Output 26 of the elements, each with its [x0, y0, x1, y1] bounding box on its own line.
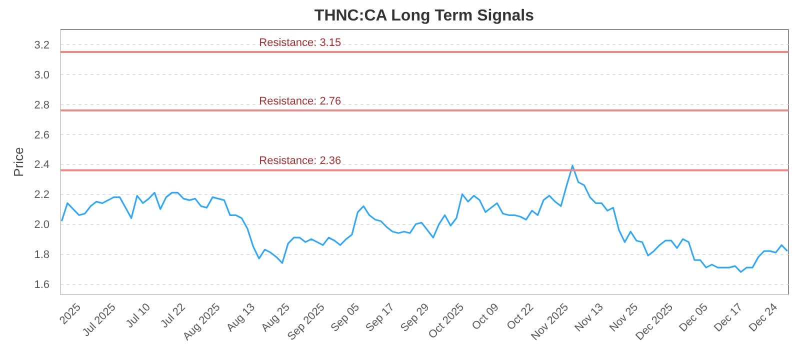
x-tick-label: Dec 24 — [746, 301, 780, 334]
x-tick-label: Oct 22 — [504, 301, 536, 333]
y-tick-label: 3.0 — [34, 69, 50, 82]
x-tick-label: Jul 10 — [124, 301, 153, 330]
x-tick-label: Oct 09 — [470, 301, 502, 333]
y-tick-label: 2.6 — [34, 129, 50, 142]
x-tick-label: Sep 05 — [328, 301, 362, 334]
y-tick-label: 2.0 — [34, 219, 50, 232]
chart-title: THNC:CA Long Term Signals — [314, 8, 534, 24]
ref-line-label: Resistance: 2.36 — [259, 155, 342, 168]
y-tick-label: 3.2 — [34, 39, 50, 52]
y-tick-label: 2.8 — [34, 99, 50, 112]
x-tick-label: Nov 13 — [572, 301, 606, 334]
x-tick-label: Dec 17 — [712, 301, 746, 334]
x-tick-label: Jul 22 — [158, 301, 188, 330]
y-tick-label: 1.6 — [34, 279, 50, 292]
y-tick-label: 2.4 — [34, 159, 50, 172]
x-tick-label: Aug 13 — [224, 301, 258, 334]
y-tick-label: 1.8 — [34, 249, 50, 262]
y-tick-label: 2.2 — [34, 189, 50, 202]
ref-line-label: Resistance: 2.76 — [259, 95, 342, 108]
ref-line-label: Resistance: 3.15 — [259, 36, 342, 49]
x-tick-label: Dec 05 — [677, 301, 710, 334]
y-axis-title: Price — [11, 147, 26, 177]
line-series — [60, 164, 788, 273]
x-tick-label: Sep 17 — [364, 301, 397, 334]
